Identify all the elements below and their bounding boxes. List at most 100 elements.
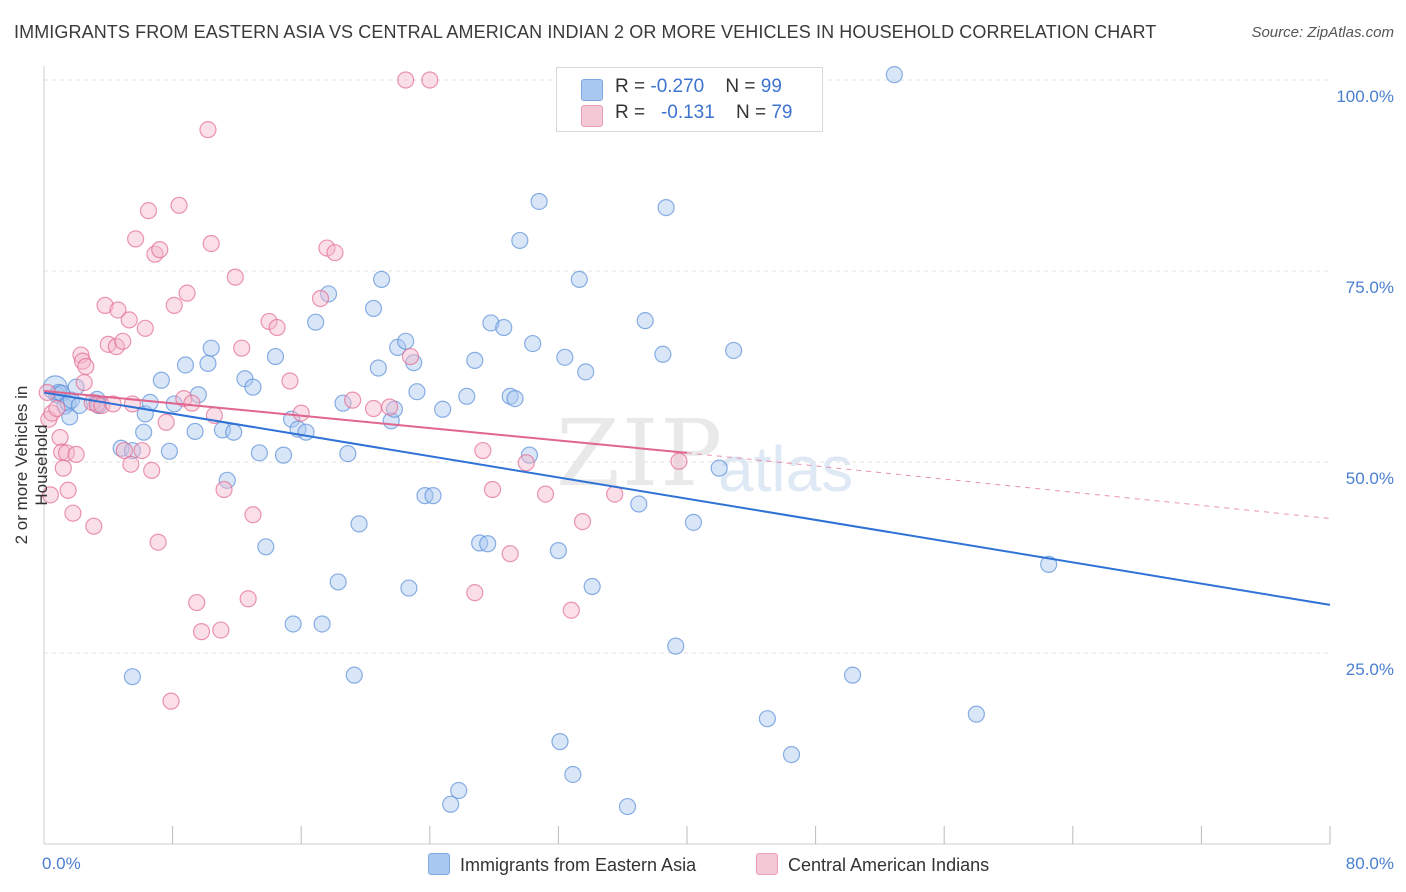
eastern-asia-point	[372, 270, 391, 289]
central-american-point	[165, 296, 183, 314]
eastern-asia-point	[450, 781, 468, 800]
central-american-point	[114, 332, 132, 350]
series-legend: Immigrants from Eastern Asia Central Ame…	[0, 853, 1406, 877]
central-american-point	[85, 517, 103, 535]
central-american-point	[59, 481, 77, 499]
eastern-asia-point	[458, 387, 476, 405]
eastern-asia-point	[1040, 555, 1058, 573]
central-american-point	[120, 311, 138, 329]
eastern-asia-point	[319, 285, 338, 303]
eastern-asia-point	[297, 423, 315, 441]
central-american-point	[122, 455, 140, 473]
eastern-asia-point	[657, 198, 675, 217]
central-american-point	[157, 413, 175, 431]
eastern-asia-point	[199, 354, 217, 373]
eastern-asia-swatch	[428, 853, 450, 875]
central-american-point	[48, 399, 66, 418]
central-american-point	[151, 241, 169, 259]
eastern-asia-point	[135, 423, 153, 441]
central-american-point	[226, 268, 244, 286]
eastern-asia-point	[524, 334, 542, 353]
central-american-point	[149, 533, 167, 551]
central-american-point	[96, 296, 114, 314]
central-american-point	[43, 404, 61, 422]
central-american-point	[115, 441, 133, 460]
x-tick-label-min: 0.0%	[42, 854, 81, 873]
central-american-point	[281, 372, 299, 390]
central-american-point	[311, 289, 330, 308]
eastern-asia-point	[577, 363, 595, 381]
eastern-asia-point	[202, 339, 220, 357]
central-american-point	[41, 486, 60, 504]
central-american-point	[401, 347, 420, 366]
central-american-point	[127, 230, 145, 248]
central-american-point	[162, 692, 180, 710]
central-american-point	[517, 454, 535, 472]
legend-item-central-american: Central American Indians	[756, 853, 989, 876]
central-american-point	[64, 504, 82, 522]
eastern-asia-point	[334, 394, 352, 412]
central-american-trend-extension	[686, 452, 1331, 520]
eastern-asia-point	[339, 444, 357, 463]
eastern-asia-point	[885, 66, 903, 84]
y-axis-label: 2 or more Vehicles in Household	[12, 385, 51, 545]
eastern-asia-point	[176, 356, 195, 374]
eastern-asia-point	[466, 351, 484, 369]
central-american-point	[212, 621, 230, 639]
central-american-point	[318, 239, 336, 257]
central-american-swatch	[756, 853, 778, 875]
eastern-asia-point	[654, 345, 672, 363]
eastern-asia-point	[725, 341, 743, 360]
eastern-asia-point	[782, 746, 801, 764]
watermark-atlas: atlas	[718, 433, 854, 505]
eastern-asia-point	[511, 231, 529, 250]
blue-swatch	[581, 79, 603, 101]
legend-text-pink: R = -0.131 N = 79	[615, 102, 793, 123]
central-american-point	[364, 399, 383, 418]
central-american-point	[573, 512, 592, 531]
eastern-asia-point	[329, 573, 347, 591]
chart-title: IMMIGRANTS FROM EASTERN ASIA VS CENTRAL …	[14, 22, 1157, 42]
central-american-point	[54, 459, 72, 477]
eastern-asia-point	[434, 400, 452, 418]
central-american-point	[199, 121, 217, 139]
eastern-asia-point	[667, 637, 685, 655]
y-tick-label-25: 25.0%	[1345, 660, 1394, 679]
central-american-point	[67, 445, 85, 463]
central-american-point	[474, 441, 492, 460]
central-american-point	[183, 394, 201, 412]
central-american-point	[233, 339, 251, 357]
central-american-point	[175, 389, 193, 408]
central-american-point	[192, 623, 211, 641]
eastern-asia-point	[284, 615, 302, 633]
eastern-asia-point	[549, 542, 568, 560]
central-american-point	[483, 480, 502, 499]
central-american-point	[139, 202, 158, 220]
eastern-asia-point	[556, 348, 574, 366]
central-american-trend-line	[43, 389, 688, 454]
eastern-asia-point	[630, 495, 648, 513]
eastern-asia-point	[530, 192, 548, 211]
central-american-point	[381, 398, 399, 416]
eastern-asia-point	[442, 795, 460, 813]
eastern-asia-point	[843, 666, 862, 684]
eastern-asia-point	[250, 444, 269, 462]
central-american-point	[536, 485, 555, 503]
central-american-point	[670, 452, 688, 470]
eastern-asia-point	[570, 270, 588, 289]
central-american-point	[143, 461, 161, 480]
eastern-asia-point	[67, 378, 85, 396]
central-american-point	[501, 545, 519, 563]
central-american-point	[136, 319, 154, 337]
central-american-point	[397, 71, 415, 89]
eastern-asia-point	[152, 371, 170, 389]
eastern-asia-point	[684, 513, 703, 531]
watermark-zip: ZIP	[556, 400, 725, 507]
legend-text-blue: R = -0.270 N = 99	[615, 76, 782, 97]
central-american-point	[466, 584, 484, 602]
eastern-asia-point	[495, 318, 513, 337]
eastern-asia-point	[225, 423, 243, 441]
eastern-asia-point	[345, 666, 363, 684]
eastern-asia-point	[244, 378, 262, 396]
central-american-point	[77, 357, 95, 376]
